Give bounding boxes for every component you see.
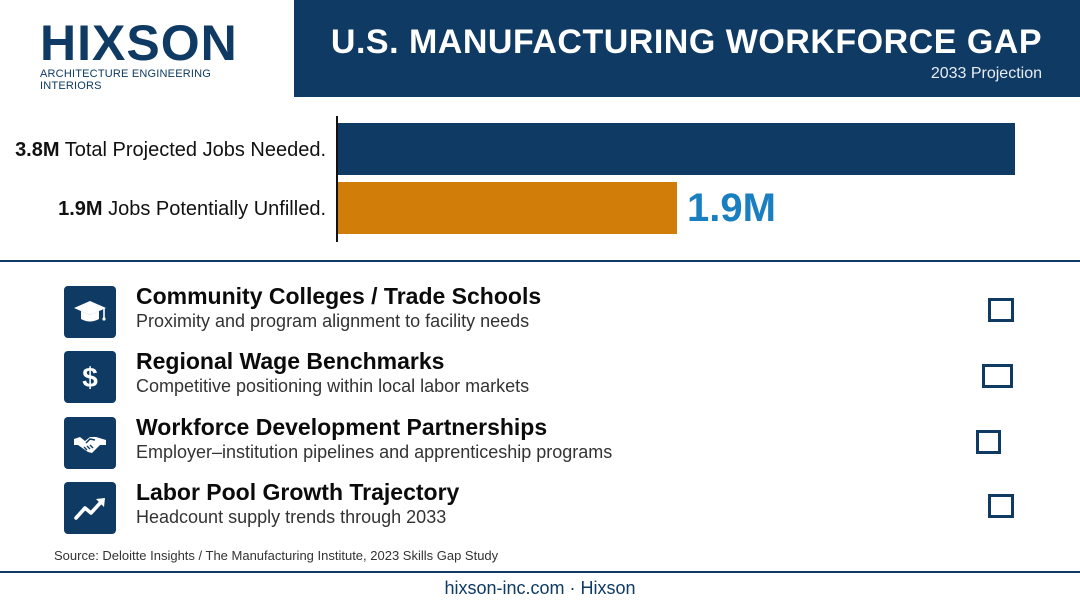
checkbox-community-colleges[interactable] — [988, 298, 1014, 322]
checkbox-workforce-partnerships[interactable] — [976, 430, 1001, 454]
checklist-item-wage-benchmarks: $ Regional Wage Benchmarks Competitive p… — [64, 347, 1024, 403]
page-subtitle: 2033 Projection — [930, 65, 1042, 82]
checklist-item-subtitle: Proximity and program alignment to facil… — [136, 311, 530, 331]
hixson-logo: HIXSON ARCHITECTURE ENGINEERING INTERIOR… — [40, 15, 260, 92]
dollar-icon: $ — [64, 351, 116, 403]
handshake-icon — [64, 417, 116, 469]
bar-label-unfilled: 1.9M Jobs Potentially Unfilled. — [58, 197, 326, 221]
checklist-item-subtitle: Competitive positioning within local lab… — [136, 376, 530, 396]
section-divider-bottom — [0, 571, 1080, 573]
bar-data-label-unfilled: 1.9M — [687, 186, 776, 230]
trend-up-icon — [64, 482, 116, 534]
checklist-item-labor-pool: Labor Pool Growth Trajectory Headcount s… — [64, 478, 1024, 534]
checkbox-labor-pool[interactable] — [988, 494, 1014, 518]
section-divider-top — [0, 260, 1080, 262]
bar-unfilled-jobs — [338, 182, 677, 234]
checklist-item-subtitle: Headcount supply trends through 2033 — [136, 507, 447, 527]
bar-label-total-value: 3.8M — [15, 139, 60, 161]
checklist-item-title: Community Colleges / Trade Schools — [136, 283, 542, 309]
checklist-item-title: Workforce Development Partnerships — [136, 414, 548, 440]
svg-text:$: $ — [82, 362, 98, 393]
chart-axis-line — [336, 116, 338, 242]
graduation-cap-icon — [64, 286, 116, 338]
bar-label-unfilled-text: Jobs Potentially Unfilled. — [102, 198, 326, 220]
checkbox-wage-benchmarks[interactable] — [982, 364, 1013, 388]
checklist-item-title: Labor Pool Growth Trajectory — [136, 479, 460, 505]
checklist-item-title: Regional Wage Benchmarks — [136, 348, 445, 374]
checklist-item-workforce-partnerships: Workforce Development Partnerships Emplo… — [64, 413, 1024, 469]
logo-tagline: ARCHITECTURE ENGINEERING INTERIORS — [40, 68, 212, 92]
title-banner: U.S. MANUFACTURING WORKFORCE GAP 2033 Pr… — [294, 0, 1080, 97]
bar-label-total-text: Total Projected Jobs Needed. — [59, 139, 326, 161]
bar-total-jobs — [338, 123, 1015, 175]
checklist-item-subtitle: Employer–institution pipelines and appre… — [136, 442, 613, 462]
bar-label-total: 3.8M Total Projected Jobs Needed. — [15, 138, 326, 162]
workforce-gap-bar-chart: 3.8M Total Projected Jobs Needed. 1.9M J… — [0, 110, 1080, 250]
page-title: U.S. MANUFACTURING WORKFORCE GAP — [330, 23, 1042, 61]
source-citation: Source: Deloitte Insights / The Manufact… — [54, 548, 499, 563]
logo-wordmark: HIXSON — [40, 15, 238, 71]
bar-label-unfilled-value: 1.9M — [58, 198, 103, 220]
footer-link[interactable]: hixson-inc.com · Hixson — [444, 578, 636, 598]
checklist-item-community-colleges: Community Colleges / Trade Schools Proxi… — [64, 282, 1024, 338]
